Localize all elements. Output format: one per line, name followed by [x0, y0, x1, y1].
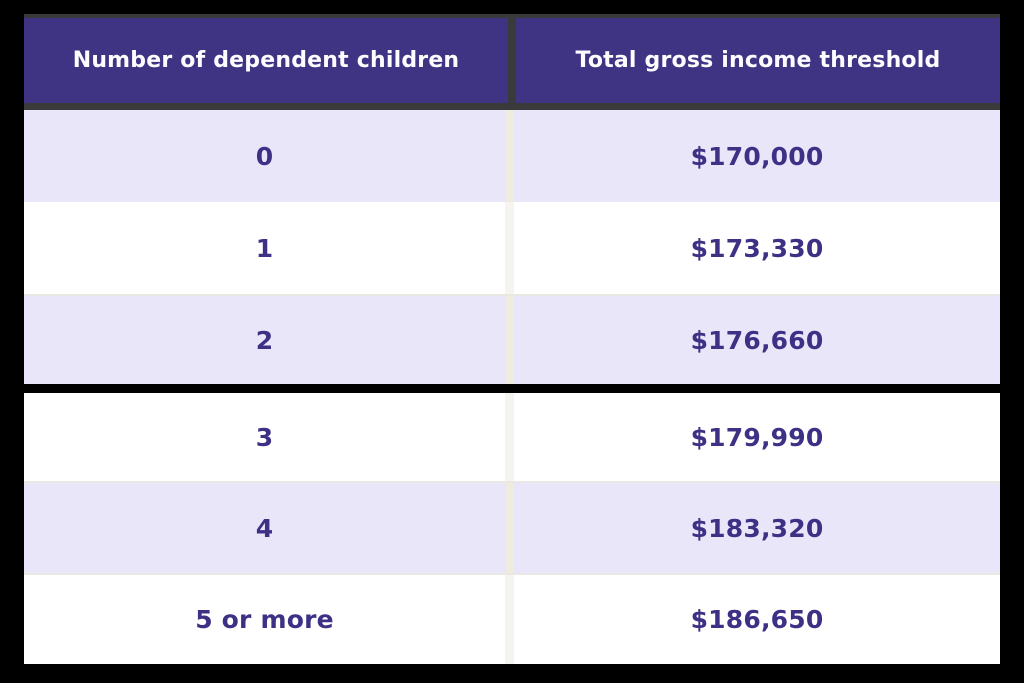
column-separator: [505, 393, 514, 481]
table-row: 4 $183,320: [24, 481, 1000, 573]
table-row: 5 or more $186,650: [24, 573, 1000, 664]
cell-threshold: $183,320: [514, 483, 1000, 573]
table-row: 2 $176,660: [24, 294, 1000, 384]
column-separator: [505, 110, 514, 202]
cell-threshold: $176,660: [514, 296, 1000, 384]
table-header-row: Number of dependent children Total gross…: [24, 14, 1000, 110]
cell-threshold: $170,000: [514, 110, 1000, 202]
column-separator: [505, 202, 514, 294]
table-row: 0 $170,000: [24, 110, 1000, 202]
cell-children: 4: [24, 483, 505, 573]
cell-threshold: $186,650: [514, 575, 1000, 664]
cell-children: 1: [24, 202, 505, 294]
cell-threshold: $173,330: [514, 202, 1000, 294]
cell-children: 0: [24, 110, 505, 202]
column-separator: [505, 575, 514, 664]
table-row: 3 $179,990: [24, 393, 1000, 481]
table-row: 1 $173,330: [24, 202, 1000, 294]
column-separator: [505, 483, 514, 573]
column-header-dependent-children: Number of dependent children: [24, 18, 508, 103]
cell-children: 3: [24, 393, 505, 481]
cell-children: 5 or more: [24, 575, 505, 664]
income-threshold-table: Number of dependent children Total gross…: [0, 14, 1024, 664]
column-separator: [505, 296, 514, 384]
section-divider: [0, 384, 1024, 393]
cell-children: 2: [24, 296, 505, 384]
column-header-income-threshold: Total gross income threshold: [516, 18, 1000, 103]
cell-threshold: $179,990: [514, 393, 1000, 481]
